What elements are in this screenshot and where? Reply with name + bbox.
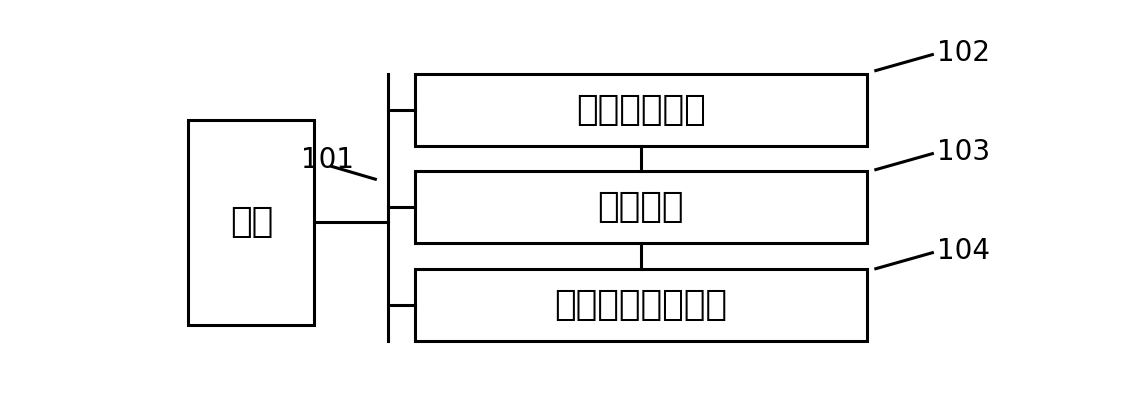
Bar: [414, 74, 867, 146]
Bar: [189, 120, 314, 325]
Bar: [414, 171, 867, 243]
Text: 接口: 接口: [230, 205, 273, 239]
Text: 102: 102: [937, 39, 989, 67]
Text: 103: 103: [937, 138, 989, 166]
Text: 协议解析重构模块: 协议解析重构模块: [555, 288, 728, 322]
Text: 104: 104: [937, 237, 989, 265]
Text: 协议识别模块: 协议识别模块: [576, 93, 705, 127]
Text: 101: 101: [301, 146, 355, 174]
Text: 发送模块: 发送模块: [597, 190, 684, 224]
Bar: [414, 269, 867, 341]
